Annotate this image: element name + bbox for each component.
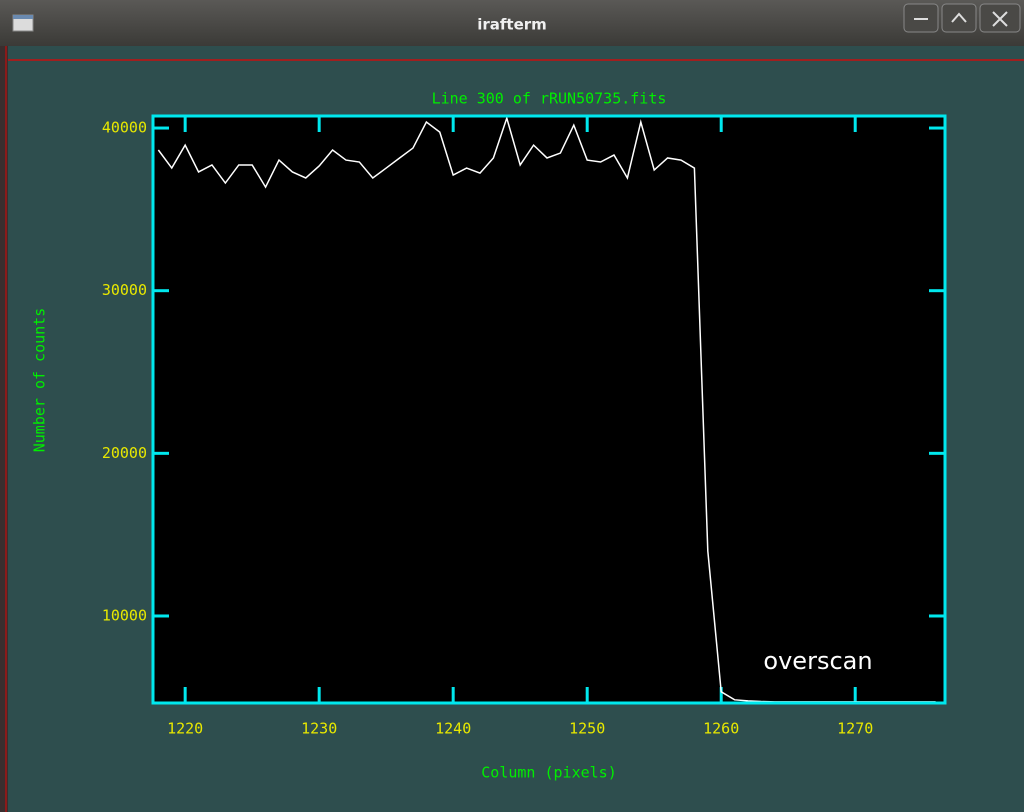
x-tick-label: 1250 bbox=[569, 720, 605, 738]
x-tick-label: 1270 bbox=[837, 720, 873, 738]
chart-title: Line 300 of rRUN50735.fits bbox=[432, 90, 667, 108]
maximize-button[interactable] bbox=[941, 3, 977, 33]
annotation: overscan bbox=[763, 647, 872, 675]
x-tick-label: 1230 bbox=[301, 720, 337, 738]
x-axis-label: Column (pixels) bbox=[481, 764, 616, 782]
plot-frame bbox=[151, 114, 947, 705]
x-tick-label: 1260 bbox=[703, 720, 739, 738]
y-tick-label: 30000 bbox=[102, 281, 147, 299]
close-icon bbox=[992, 11, 1008, 27]
y-tick-label: 10000 bbox=[102, 606, 147, 624]
window-icon-bar bbox=[13, 15, 33, 19]
window-buttons bbox=[903, 3, 1021, 33]
y-tick-label: 40000 bbox=[102, 119, 147, 137]
window-title: irafterm bbox=[477, 16, 547, 34]
window-left-border bbox=[0, 46, 8, 812]
x-tick-label: 1220 bbox=[167, 720, 203, 738]
maximize-icon bbox=[951, 12, 967, 23]
title-bar bbox=[0, 0, 1024, 46]
y-axis-label: Number of counts bbox=[31, 308, 49, 453]
x-tick-label: 1240 bbox=[435, 720, 471, 738]
plot-area bbox=[153, 116, 945, 703]
y-tick-label: 20000 bbox=[102, 444, 147, 462]
